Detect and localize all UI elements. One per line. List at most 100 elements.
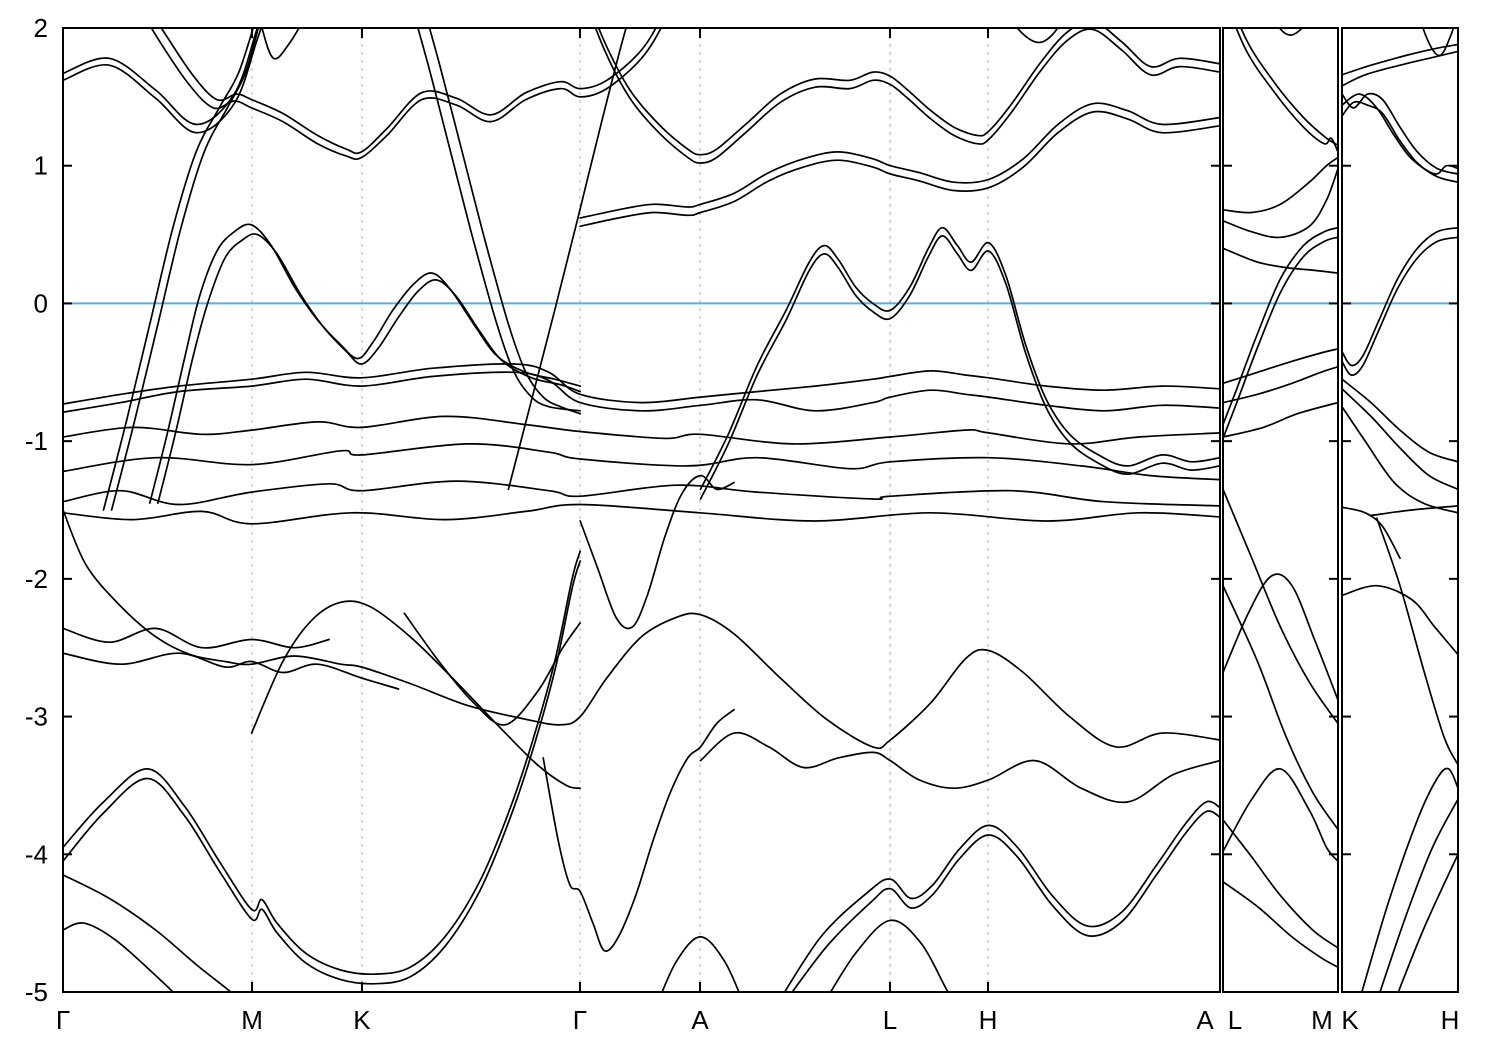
band-line <box>63 503 1220 525</box>
band-line <box>1342 584 1458 656</box>
kpoint-label: K <box>1341 1005 1359 1035</box>
band-line <box>1360 767 1458 992</box>
kpoint-label: M <box>241 1005 263 1035</box>
panel-border <box>1341 27 1459 993</box>
band-line <box>594 28 1220 164</box>
band-line <box>542 708 735 952</box>
band-line <box>110 28 260 511</box>
band-line <box>63 652 400 690</box>
band-line <box>102 28 255 511</box>
band-line <box>1342 378 1458 463</box>
band-line <box>1223 167 1338 239</box>
y-tick-label: -4 <box>25 839 48 869</box>
band-line <box>699 235 1220 500</box>
band-line <box>597 28 1220 156</box>
band-line <box>63 480 1220 507</box>
band-line <box>791 810 1220 992</box>
kpoint-label: H <box>1441 1005 1460 1035</box>
y-tick-label: 0 <box>34 288 48 318</box>
y-tick-label: -3 <box>25 702 48 732</box>
band-line <box>63 509 1220 750</box>
bands-group <box>1223 28 1338 969</box>
band-line <box>1223 365 1338 404</box>
kpoint-label: Γ <box>56 1005 70 1035</box>
y-tick-label: -5 <box>25 977 48 1007</box>
band-line <box>1342 92 1458 175</box>
band-line <box>1342 43 1458 76</box>
band-line <box>1342 50 1458 87</box>
band-line <box>63 874 233 992</box>
band-line <box>1223 156 1338 214</box>
band-line <box>1223 880 1338 969</box>
kpoint-label: K <box>353 1005 371 1035</box>
band-line <box>63 627 330 649</box>
band-line <box>1342 236 1458 376</box>
band-line <box>63 363 1220 405</box>
band-line <box>1397 853 1458 992</box>
band-line <box>160 28 657 155</box>
band-line <box>1342 226 1458 367</box>
kpoint-label: L <box>883 1005 897 1035</box>
band-line <box>63 922 175 992</box>
band-line <box>1240 28 1338 146</box>
bands-group <box>63 28 1220 992</box>
y-tick-label: -2 <box>25 564 48 594</box>
band-line <box>1121 28 1134 29</box>
band-line <box>661 936 740 992</box>
band-line <box>1342 100 1458 184</box>
band-line <box>579 102 1220 219</box>
band-line <box>1342 405 1458 514</box>
band-line <box>1223 488 1338 725</box>
band-line <box>63 550 582 976</box>
panel-border <box>1222 27 1339 993</box>
y-axis-labels: 2 1 0 -1 -2 -3 -4 -5 <box>25 13 48 1007</box>
band-line <box>1223 584 1338 831</box>
band-line <box>1223 348 1338 385</box>
band-line <box>1342 506 1401 560</box>
band-line <box>403 612 582 726</box>
band-line <box>157 233 582 504</box>
band-line <box>1223 247 1338 274</box>
band-line <box>428 28 582 415</box>
y-tick-label: 1 <box>34 151 48 181</box>
band-line <box>63 443 1220 481</box>
bands-group <box>1342 28 1458 992</box>
band-line <box>699 226 1220 491</box>
band-line <box>261 28 300 60</box>
kpoint-label: H <box>979 1005 998 1035</box>
band-line <box>783 800 1220 992</box>
band-line <box>1342 387 1458 491</box>
band-line <box>1223 573 1338 701</box>
band-line <box>1223 401 1338 438</box>
band-line <box>1370 505 1458 517</box>
band-line <box>1235 28 1338 153</box>
y-tick-label: 2 <box>34 13 48 43</box>
band-line <box>63 28 263 134</box>
band-line <box>1342 93 1458 175</box>
band-line <box>829 919 950 992</box>
band-line <box>1223 819 1338 949</box>
band-line <box>1223 768 1338 863</box>
band-line <box>63 415 1220 445</box>
kpoint-label: A <box>691 1005 709 1035</box>
band-line <box>1016 28 1059 44</box>
band-line <box>507 28 627 491</box>
band-line <box>417 28 582 412</box>
kpoint-label: L <box>1228 1005 1242 1035</box>
band-line <box>1375 517 1458 766</box>
band-line <box>1223 226 1338 426</box>
kpoint-label: Γ <box>573 1005 587 1035</box>
band-line <box>1278 28 1304 36</box>
band-line <box>63 371 1220 414</box>
y-tick-label: -1 <box>25 426 48 456</box>
kpoint-label: M <box>1311 1005 1333 1035</box>
band-line <box>1379 798 1458 992</box>
kpoint-label: A <box>1196 1005 1214 1035</box>
band-line <box>699 731 1220 804</box>
band-line <box>63 560 582 985</box>
band-line <box>1223 236 1338 440</box>
